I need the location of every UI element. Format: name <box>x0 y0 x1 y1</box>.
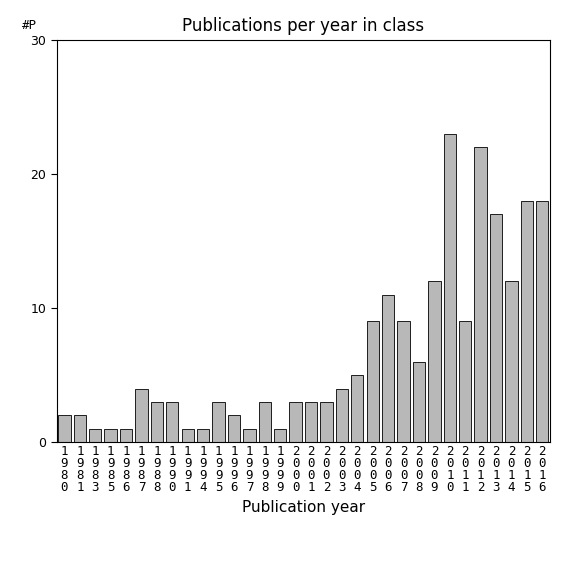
Bar <box>351 375 363 442</box>
Bar <box>136 388 147 442</box>
Bar <box>536 201 548 442</box>
Bar <box>475 147 487 442</box>
Bar <box>505 281 518 442</box>
Bar <box>166 402 179 442</box>
Bar <box>259 402 271 442</box>
Bar <box>336 388 348 442</box>
Bar <box>413 362 425 442</box>
Bar <box>120 429 132 442</box>
Bar <box>428 281 441 442</box>
Bar <box>366 321 379 442</box>
Bar <box>74 416 86 442</box>
Bar <box>459 321 471 442</box>
Bar <box>151 402 163 442</box>
Bar <box>243 429 256 442</box>
Bar <box>521 201 533 442</box>
Bar <box>290 402 302 442</box>
Bar <box>197 429 209 442</box>
Bar <box>382 295 394 442</box>
Bar <box>397 321 410 442</box>
Bar <box>320 402 333 442</box>
Bar <box>490 214 502 442</box>
Bar <box>104 429 117 442</box>
Bar <box>89 429 101 442</box>
Bar <box>274 429 286 442</box>
Bar <box>228 416 240 442</box>
Bar <box>58 416 70 442</box>
Bar <box>305 402 317 442</box>
Bar <box>443 134 456 442</box>
X-axis label: Publication year: Publication year <box>242 500 365 515</box>
Text: #P: #P <box>22 19 37 32</box>
Bar <box>213 402 225 442</box>
Bar <box>181 429 194 442</box>
Title: Publications per year in class: Publications per year in class <box>182 18 425 35</box>
